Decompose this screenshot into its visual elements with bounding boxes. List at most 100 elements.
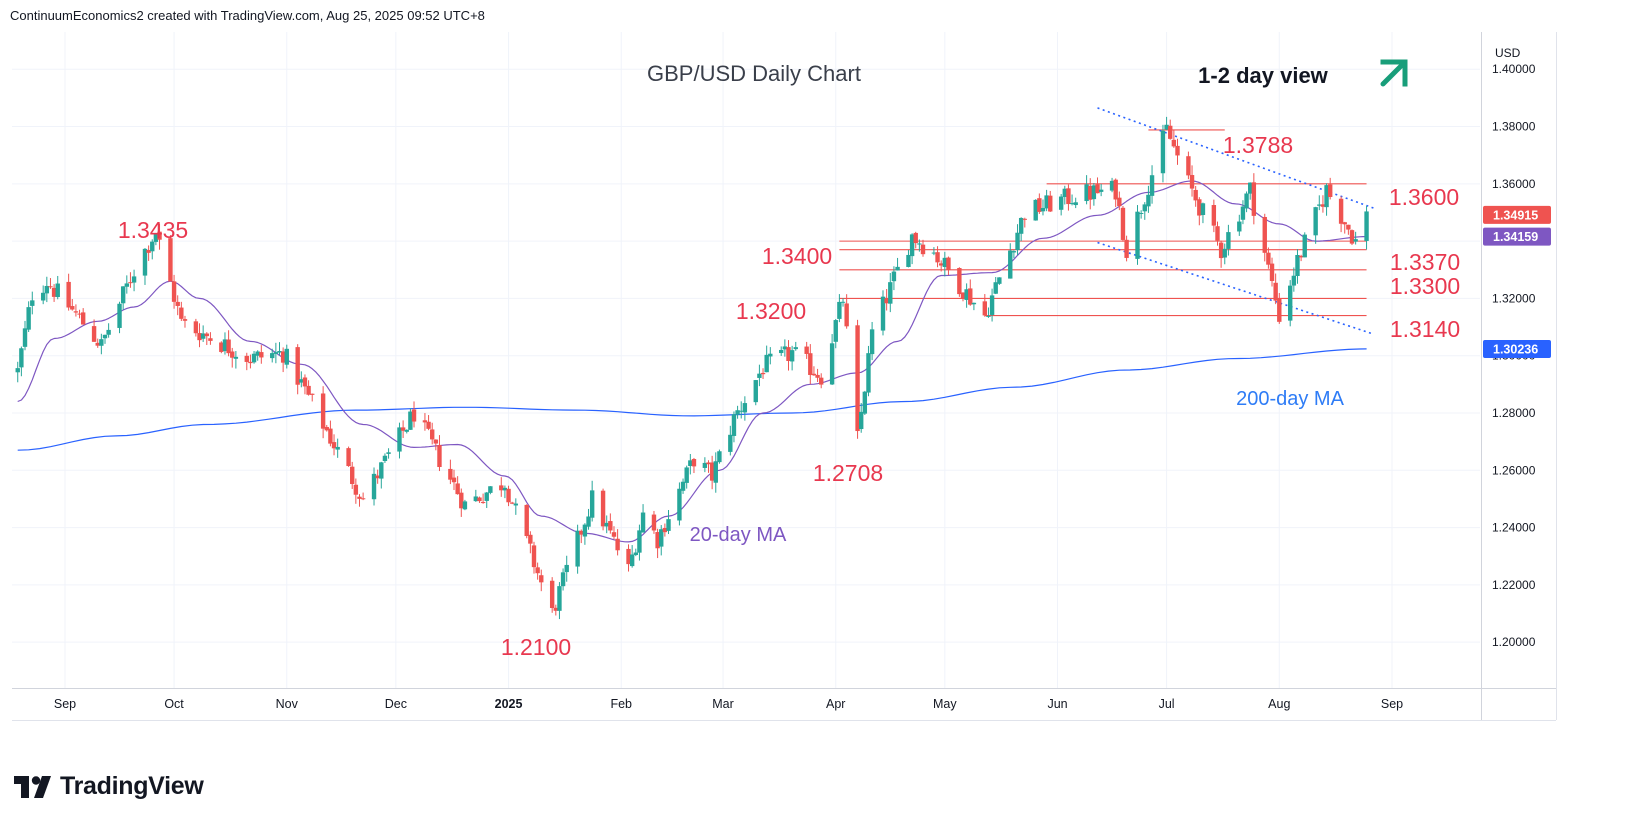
- candle-body: [44, 285, 50, 294]
- candle: [244, 352, 249, 371]
- candle: [153, 232, 159, 246]
- x-tick-label: Oct: [164, 697, 184, 711]
- tradingview-logo-icon: [14, 775, 51, 798]
- candle-body: [764, 354, 769, 373]
- candle: [40, 285, 46, 305]
- candle-body: [1288, 285, 1293, 321]
- candle: [528, 531, 533, 554]
- candle-body: [459, 492, 464, 509]
- candle: [884, 288, 889, 311]
- candle-body: [1327, 184, 1333, 197]
- candle-body: [150, 241, 155, 252]
- x-tick-label: Jun: [1047, 697, 1067, 711]
- candle: [1251, 173, 1257, 225]
- candle-body: [179, 307, 184, 319]
- candle-body: [739, 410, 744, 412]
- candle-body: [600, 490, 606, 527]
- candle-body: [1189, 175, 1195, 189]
- candle: [284, 344, 289, 369]
- candle-body: [971, 302, 977, 305]
- candle-body: [153, 233, 159, 242]
- candle: [808, 344, 813, 385]
- candle-body: [946, 257, 951, 270]
- candle-body: [422, 420, 428, 423]
- candle-body: [66, 281, 71, 308]
- candle: [128, 272, 133, 288]
- candle: [106, 323, 111, 338]
- candle: [659, 525, 664, 556]
- candle: [993, 277, 998, 295]
- candle-body: [131, 276, 137, 283]
- candle-body: [284, 348, 289, 365]
- candle: [1175, 138, 1180, 165]
- candle-body: [779, 349, 784, 354]
- candle-body: [1044, 195, 1049, 209]
- candle: [651, 510, 657, 534]
- candle-body: [840, 301, 846, 303]
- candle: [331, 434, 337, 456]
- candle-body: [473, 496, 479, 502]
- candle: [1066, 184, 1071, 211]
- candle-body: [455, 483, 460, 495]
- candle: [859, 403, 864, 433]
- candle-body: [26, 307, 31, 330]
- candle: [1211, 199, 1217, 233]
- candle-body: [535, 567, 540, 574]
- candle-body: [608, 521, 613, 531]
- candle-body: [586, 516, 591, 527]
- candle: [524, 504, 529, 539]
- view-label: 1-2 day view: [1198, 63, 1329, 88]
- candle-body: [1251, 182, 1257, 216]
- candle-body: [270, 353, 275, 359]
- candle: [233, 351, 239, 369]
- candle-body: [488, 486, 493, 493]
- candle: [637, 524, 642, 561]
- candle: [731, 411, 737, 443]
- candle-body: [1320, 204, 1326, 207]
- candle: [1109, 177, 1115, 193]
- candle: [320, 386, 326, 439]
- candle-body: [168, 238, 173, 282]
- candle: [1088, 178, 1093, 210]
- candle-body: [1240, 206, 1246, 220]
- candle: [833, 318, 838, 349]
- candle: [1327, 177, 1333, 200]
- candle: [1022, 217, 1028, 228]
- candle: [869, 321, 875, 361]
- candle-body: [717, 451, 722, 463]
- candle-body: [259, 352, 264, 358]
- y-tick-label: 1.20000: [1492, 635, 1536, 649]
- candle: [499, 477, 504, 497]
- tradingview-logo[interactable]: TradingView: [14, 772, 204, 801]
- x-tick-label: May: [933, 697, 957, 711]
- candle-body: [204, 333, 209, 337]
- candle: [906, 250, 911, 268]
- candle: [426, 415, 431, 431]
- candle: [375, 469, 380, 484]
- candle: [1222, 243, 1227, 265]
- candle-body: [1098, 189, 1104, 192]
- candle: [560, 568, 566, 591]
- candle-body: [1058, 196, 1064, 210]
- candle-body: [819, 377, 824, 385]
- candle-body: [1175, 145, 1180, 156]
- trendline: [1097, 241, 1375, 335]
- candle-body: [477, 497, 482, 502]
- candle: [1008, 243, 1013, 279]
- candle: [44, 276, 50, 303]
- candle-body: [964, 289, 969, 300]
- candle-body: [506, 488, 511, 503]
- candle-body: [222, 339, 228, 352]
- price-badge: 1.34159: [1483, 227, 1551, 246]
- candle-body: [411, 409, 417, 422]
- candle-body: [549, 580, 555, 609]
- candle: [30, 291, 35, 315]
- candle: [477, 496, 482, 503]
- candle-body: [651, 514, 657, 531]
- candle: [1353, 231, 1358, 245]
- candle-body: [611, 532, 617, 537]
- candle: [662, 523, 668, 537]
- candle-body: [1218, 242, 1224, 259]
- candle-body: [1324, 185, 1329, 208]
